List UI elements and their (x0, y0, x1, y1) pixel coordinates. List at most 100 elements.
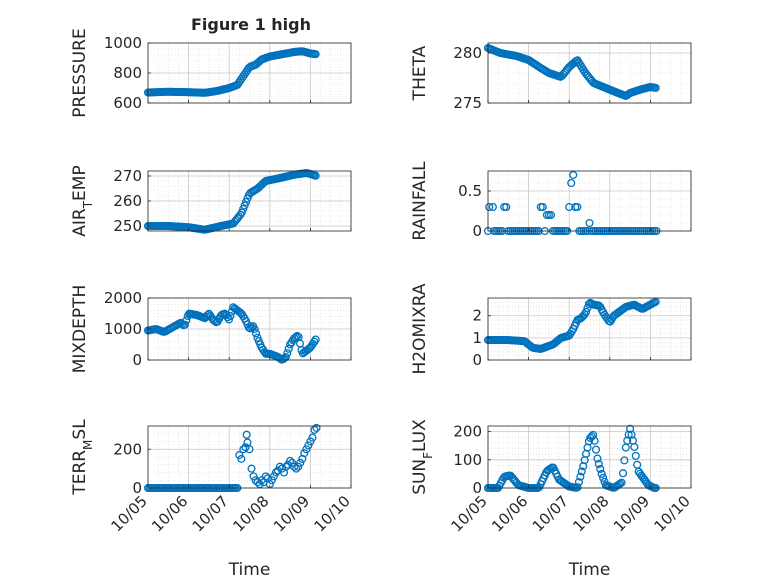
figure-title: Figure 1 high (191, 15, 311, 34)
subplot-mixdepth: 0 1000 2000 MIXDEPTH (70, 285, 352, 374)
data-point (573, 483, 582, 492)
subplot-rainfall: 0 0.5 RAINFALL (410, 161, 692, 241)
x-axis-label: Time (568, 560, 611, 580)
data-point (573, 202, 582, 212)
data-point (597, 469, 606, 478)
data-point (308, 433, 317, 442)
data-point (284, 344, 293, 353)
x-tick-label: 10/06 (148, 492, 191, 535)
data-point (237, 454, 246, 463)
x-tick-label: 10/07 (529, 492, 572, 535)
data-point (300, 449, 309, 458)
data-point (591, 445, 601, 454)
x-axis-label: Time (228, 560, 271, 580)
data-point (485, 202, 494, 212)
data-point (631, 451, 640, 460)
x-tick-label: 10/09 (610, 492, 653, 535)
data-point (286, 456, 295, 465)
data-point (311, 171, 320, 180)
data-point (596, 464, 605, 474)
data-point (281, 462, 291, 471)
x-tick-label: 10/05 (108, 492, 151, 535)
data-point (294, 462, 303, 471)
data-point (311, 50, 320, 59)
data-point (306, 437, 315, 446)
subplot-pressure: 600 800 1000 PRESSURE (70, 28, 352, 118)
y-tick-label: 2 (472, 307, 482, 325)
data-point (302, 445, 311, 454)
data-point (577, 467, 586, 476)
data-point (617, 478, 626, 487)
data-point (239, 445, 248, 454)
x-tick-label: 10/07 (189, 492, 232, 535)
data-point (296, 458, 305, 467)
data-point (293, 331, 302, 341)
y-axis-label: AIRTEMP (70, 165, 95, 236)
data-point (255, 480, 264, 489)
y-axis-label: THETA (410, 45, 430, 101)
axes-box (487, 425, 692, 489)
data-point (226, 311, 235, 321)
data-point (594, 459, 603, 469)
data-point (253, 478, 262, 487)
subplot-theta: 275 280 THETA (410, 42, 692, 112)
data-point (267, 476, 276, 485)
data-point (633, 460, 642, 469)
data-point (269, 472, 278, 481)
data-point (538, 202, 547, 212)
data-point (235, 451, 244, 460)
y-tick-label: 280 (453, 44, 482, 62)
data-point (180, 320, 189, 329)
data-point (304, 441, 313, 450)
y-axis-label: SUNFLUX (410, 419, 435, 495)
data-point (288, 458, 297, 467)
y-tick-label: 100 (453, 451, 482, 469)
data-point (251, 329, 261, 338)
data-point (275, 462, 285, 471)
data-point (576, 472, 585, 481)
data-point (245, 445, 254, 454)
x-tick-label: 10/09 (270, 492, 313, 535)
data-point (312, 423, 321, 432)
subplot-h2omixra: 0 1 2 H2OMIXRA (410, 283, 692, 375)
data-point (488, 202, 497, 212)
data-point (585, 218, 594, 228)
y-axis-label: MIXDEPTH (70, 285, 90, 374)
data-point (620, 456, 629, 465)
axes-box (147, 425, 352, 489)
x-tick-label: 10/10 (651, 492, 694, 535)
y-axis-label: H2OMIXRA (410, 283, 430, 374)
y-tick-label: 1000 (104, 320, 142, 338)
data-point (546, 210, 555, 220)
data-point (565, 202, 574, 212)
data-point (291, 333, 300, 342)
data-point (281, 353, 290, 362)
y-tick-label: 200 (453, 423, 482, 441)
data-point (618, 469, 628, 478)
y-axis-label: RAINFALL (410, 161, 430, 241)
data-point (311, 335, 320, 344)
data-point (567, 178, 576, 188)
data-point (574, 477, 583, 487)
y-tick-label: 1 (472, 329, 482, 347)
data-point (590, 436, 599, 445)
y-tick-label: 260 (113, 192, 142, 210)
data-point (283, 349, 292, 358)
data-point (630, 442, 639, 452)
y-tick-label: 0 (132, 479, 142, 497)
axes-box (487, 42, 692, 104)
data-point (292, 464, 301, 473)
y-tick-label: 200 (113, 440, 142, 458)
data-point (249, 472, 258, 481)
y-tick-label: 0 (472, 479, 482, 497)
y-axis-label: TERRMSL (70, 419, 95, 496)
y-tick-label: 1000 (104, 34, 142, 52)
y-tick-label: 0 (472, 222, 482, 240)
data-point (247, 464, 256, 473)
data-point (616, 479, 625, 488)
y-axis-label: PRESSURE (70, 28, 90, 117)
axes-box (487, 170, 692, 232)
y-tick-label: 2000 (104, 289, 142, 307)
